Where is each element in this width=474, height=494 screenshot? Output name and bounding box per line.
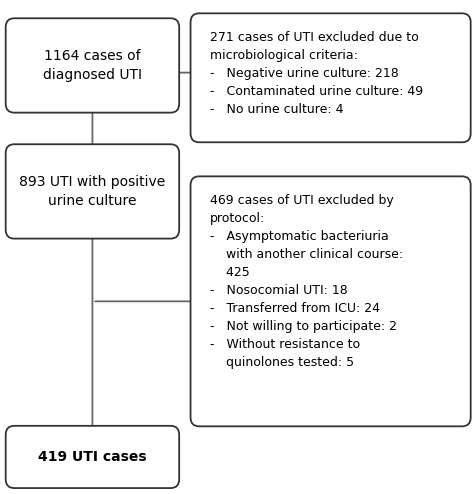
FancyBboxPatch shape xyxy=(6,144,179,239)
FancyBboxPatch shape xyxy=(191,13,471,142)
Text: 893 UTI with positive
urine culture: 893 UTI with positive urine culture xyxy=(19,175,165,208)
FancyBboxPatch shape xyxy=(191,176,471,426)
Text: 1164 cases of
diagnosed UTI: 1164 cases of diagnosed UTI xyxy=(43,49,142,82)
Text: 271 cases of UTI excluded due to
microbiological criteria:
-   Negative urine cu: 271 cases of UTI excluded due to microbi… xyxy=(210,31,423,116)
FancyBboxPatch shape xyxy=(6,426,179,488)
Text: 469 cases of UTI excluded by
protocol:
-   Asymptomatic bacteriuria
    with ano: 469 cases of UTI excluded by protocol: -… xyxy=(210,194,402,369)
FancyBboxPatch shape xyxy=(6,18,179,113)
Text: 419 UTI cases: 419 UTI cases xyxy=(38,450,147,464)
